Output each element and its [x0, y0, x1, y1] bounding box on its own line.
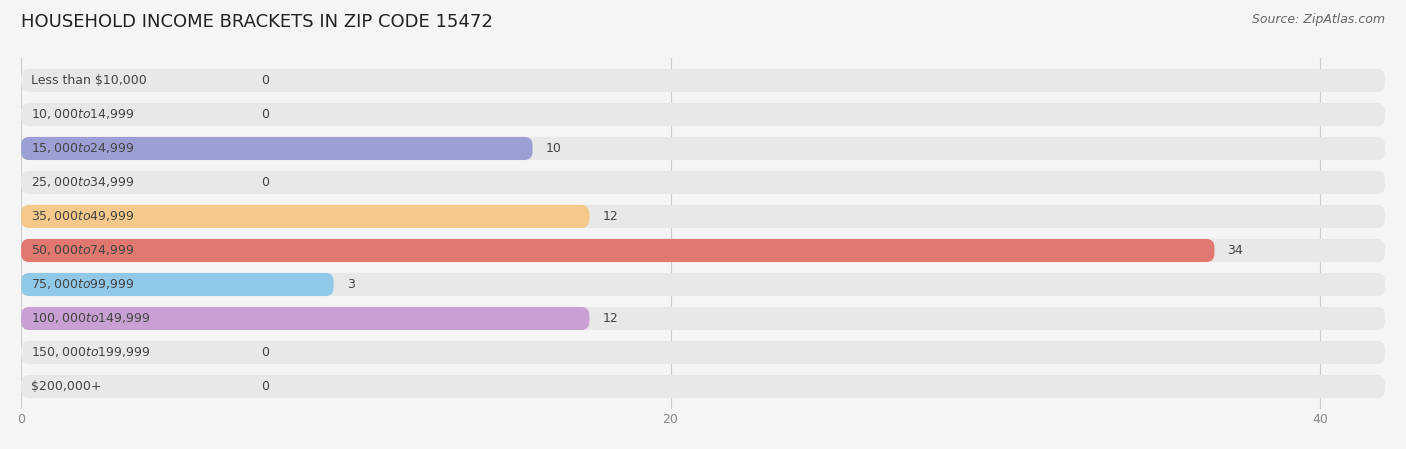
FancyBboxPatch shape [21, 273, 1385, 296]
Text: $50,000 to $74,999: $50,000 to $74,999 [31, 243, 135, 257]
Text: $35,000 to $49,999: $35,000 to $49,999 [31, 210, 135, 224]
FancyBboxPatch shape [21, 103, 1385, 126]
Text: $100,000 to $149,999: $100,000 to $149,999 [31, 312, 150, 326]
Text: 0: 0 [262, 176, 270, 189]
FancyBboxPatch shape [21, 69, 1385, 92]
Text: HOUSEHOLD INCOME BRACKETS IN ZIP CODE 15472: HOUSEHOLD INCOME BRACKETS IN ZIP CODE 15… [21, 13, 494, 31]
Text: 12: 12 [602, 312, 619, 325]
FancyBboxPatch shape [21, 273, 333, 296]
FancyBboxPatch shape [21, 307, 1385, 330]
Text: $150,000 to $199,999: $150,000 to $199,999 [31, 345, 150, 360]
Text: $25,000 to $34,999: $25,000 to $34,999 [31, 176, 135, 189]
FancyBboxPatch shape [21, 137, 1385, 160]
Text: 12: 12 [602, 210, 619, 223]
FancyBboxPatch shape [21, 137, 533, 160]
FancyBboxPatch shape [21, 375, 1385, 398]
FancyBboxPatch shape [21, 307, 589, 330]
Text: 0: 0 [262, 380, 270, 393]
Text: $15,000 to $24,999: $15,000 to $24,999 [31, 141, 135, 155]
Text: $200,000+: $200,000+ [31, 380, 101, 393]
FancyBboxPatch shape [21, 341, 1385, 364]
Text: Less than $10,000: Less than $10,000 [31, 74, 146, 87]
Text: 10: 10 [546, 142, 561, 155]
Text: $75,000 to $99,999: $75,000 to $99,999 [31, 277, 135, 291]
Text: 0: 0 [262, 74, 270, 87]
Text: 0: 0 [262, 108, 270, 121]
Text: 34: 34 [1227, 244, 1243, 257]
FancyBboxPatch shape [21, 205, 589, 228]
Text: $10,000 to $14,999: $10,000 to $14,999 [31, 107, 135, 122]
FancyBboxPatch shape [21, 171, 1385, 194]
Text: 0: 0 [262, 346, 270, 359]
FancyBboxPatch shape [21, 239, 1385, 262]
Text: 3: 3 [347, 278, 354, 291]
Text: Source: ZipAtlas.com: Source: ZipAtlas.com [1251, 13, 1385, 26]
FancyBboxPatch shape [21, 239, 1215, 262]
FancyBboxPatch shape [21, 205, 1385, 228]
